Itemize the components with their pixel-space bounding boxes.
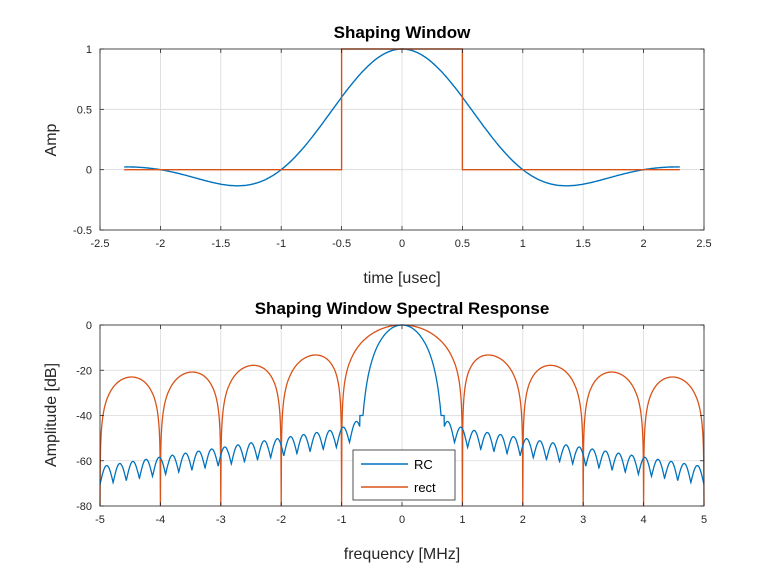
x-tick-label: 0 <box>399 238 405 250</box>
x-tick-label: -2 <box>156 238 166 250</box>
x-tick-label: 0 <box>399 514 405 526</box>
x-tick-label: 2.5 <box>696 238 711 250</box>
x-tick-label: 4 <box>641 514 647 526</box>
y-tick-label: -20 <box>76 365 92 377</box>
x-tick-label: 5 <box>701 514 707 526</box>
spectral-response-plot: Shaping Window Spectral Response -5 -4 -3-… <box>43 299 707 563</box>
plot1-x-ticks: -2.5 -2 -1.5 -1 -0.5 0 0.5 1 1.5 2 2.5 <box>91 49 712 250</box>
y-tick-label: -0.5 <box>73 225 92 237</box>
y-tick-label: 0 <box>86 320 92 332</box>
plot1-grid <box>99 48 705 231</box>
x-tick-label: -1 <box>337 514 347 526</box>
y-tick-label: 0 <box>86 165 92 177</box>
x-tick-label: 1.5 <box>576 238 591 250</box>
x-tick-label: 3 <box>580 514 586 526</box>
x-tick-label: -3 <box>216 514 226 526</box>
legend-label-rc: RC <box>414 457 433 472</box>
x-tick-label: -5 <box>95 514 105 526</box>
plot1-y-label: Amp <box>43 123 60 156</box>
plot2-y-label: Amplitude [dB] <box>43 363 60 467</box>
plot1-title: Shaping Window <box>334 23 472 42</box>
x-tick-label: 2 <box>520 514 526 526</box>
y-tick-label: 0.5 <box>77 104 92 116</box>
y-tick-label: 1 <box>86 44 92 56</box>
shaping-window-plot: Shaping Window -2.5 -2 -1.5 -1 -0.5 0 0.5 1 1.5 2… <box>43 23 712 287</box>
x-tick-label: -1 <box>276 238 286 250</box>
plot1-x-label: time [usec] <box>363 270 440 287</box>
x-tick-label: 2 <box>641 238 647 250</box>
plot2-y-ticks: -80 -60 -40 -20 0 <box>76 320 704 513</box>
plot1-y-ticks: -0.5 0 0.5 1 <box>73 44 704 237</box>
x-tick-label: -2.5 <box>91 238 110 250</box>
x-tick-label: -2 <box>276 514 286 526</box>
x-tick-label: 0.5 <box>455 238 470 250</box>
plot2-x-label: frequency [MHz] <box>344 546 460 563</box>
y-tick-label: -80 <box>76 501 92 513</box>
x-tick-label: -0.5 <box>332 238 351 250</box>
plot2-x-ticks: -5 -4 -3 -2 -1 0 1 2 3 4 5 <box>95 325 707 526</box>
x-tick-label: 1 <box>520 238 526 250</box>
x-tick-label: -4 <box>156 514 166 526</box>
y-tick-label: -60 <box>76 456 92 468</box>
x-tick-label: 1 <box>459 514 465 526</box>
legend-box <box>352 449 456 501</box>
x-tick-label: -1.5 <box>211 238 230 250</box>
legend-label-rect: rect <box>414 480 436 495</box>
plot2-title: Shaping Window Spectral Response <box>255 299 550 318</box>
y-tick-label: -40 <box>76 411 92 423</box>
legend: RC rect <box>352 449 456 501</box>
